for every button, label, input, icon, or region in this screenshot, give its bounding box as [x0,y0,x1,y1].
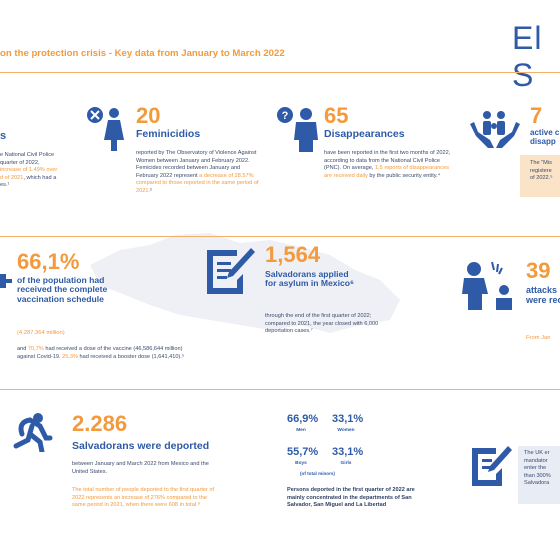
homicides-text: e National Civil Police quarter of 2022,… [0,152,58,189]
feminicides-text: reported by The Observatory of Violence … [136,150,259,194]
feminicides-number: 20 [136,103,161,128]
disappearances-number: 65 [324,103,349,128]
visa-text-box [518,446,560,504]
document-pen-icon [207,248,255,294]
header-divider [0,72,560,73]
row1-divider [0,236,560,237]
woman-cross-icon [87,107,124,151]
stat-boys: 55,7% Boys [287,446,319,466]
stat-girls: 33,1% Girls [332,446,364,466]
stat-men: 66,9% Men [287,413,319,433]
missing-label: active c disapp [530,128,560,146]
disappearances-label: Disappearances [324,128,405,140]
deported-text: between January and March 2022 from Mexi… [72,461,209,475]
attacks-number: 39 [526,258,551,283]
asylum-text: through the end of the first quarter of … [265,313,379,335]
homicides-label: s [0,130,7,142]
missing-number: 7 [530,103,543,128]
person-question-icon: ? [277,107,318,152]
asylum-number: 1,564 [265,242,321,267]
missing-text-box [520,155,560,197]
stat-note: (of total minors) [300,471,335,476]
el-salvador-map-background [90,233,400,333]
deported-label: Salvadorans were deported [72,440,210,452]
document-pen-icon-2 [472,446,512,486]
disappearances-text: have been reported in the first two mont… [324,150,451,179]
deported-highlight: The total number of people deported to t… [72,487,215,509]
hands-family-icon [470,111,520,148]
deported-number: 2.286 [72,411,128,436]
vaccination-text: and 70,7% had received a dose of the vac… [17,346,185,360]
vaccination-sub: (4.287.364 million) [17,330,65,336]
feminicides-label: Feminicidios [136,128,201,140]
visa-text: The UK er mandator enter the than 300% S… [524,450,551,487]
vaccine-icon [0,274,12,288]
deportation-departments-text: Persons deported in the first quarter of… [287,487,415,509]
stat-women: 33,1% Women [332,413,364,433]
vaccination-label: of the population had received the compl… [17,275,108,304]
attacks-text: From Jan [526,335,551,341]
running-person-icon [13,413,53,452]
svg-text:?: ? [282,110,289,122]
missing-text: The "Mis registere of 2022.⁵ [530,160,553,182]
page-title: on the protection crisis - Key data from… [0,48,285,59]
country-title: El S [512,20,543,93]
attacks-label: attacks were rec [526,285,560,305]
asylum-label: Salvadorans applied for asylum in Mexico… [265,269,354,289]
row2-divider [0,389,560,390]
vaccination-number: 66,1% [17,249,80,274]
person-attack-icon [462,261,512,310]
